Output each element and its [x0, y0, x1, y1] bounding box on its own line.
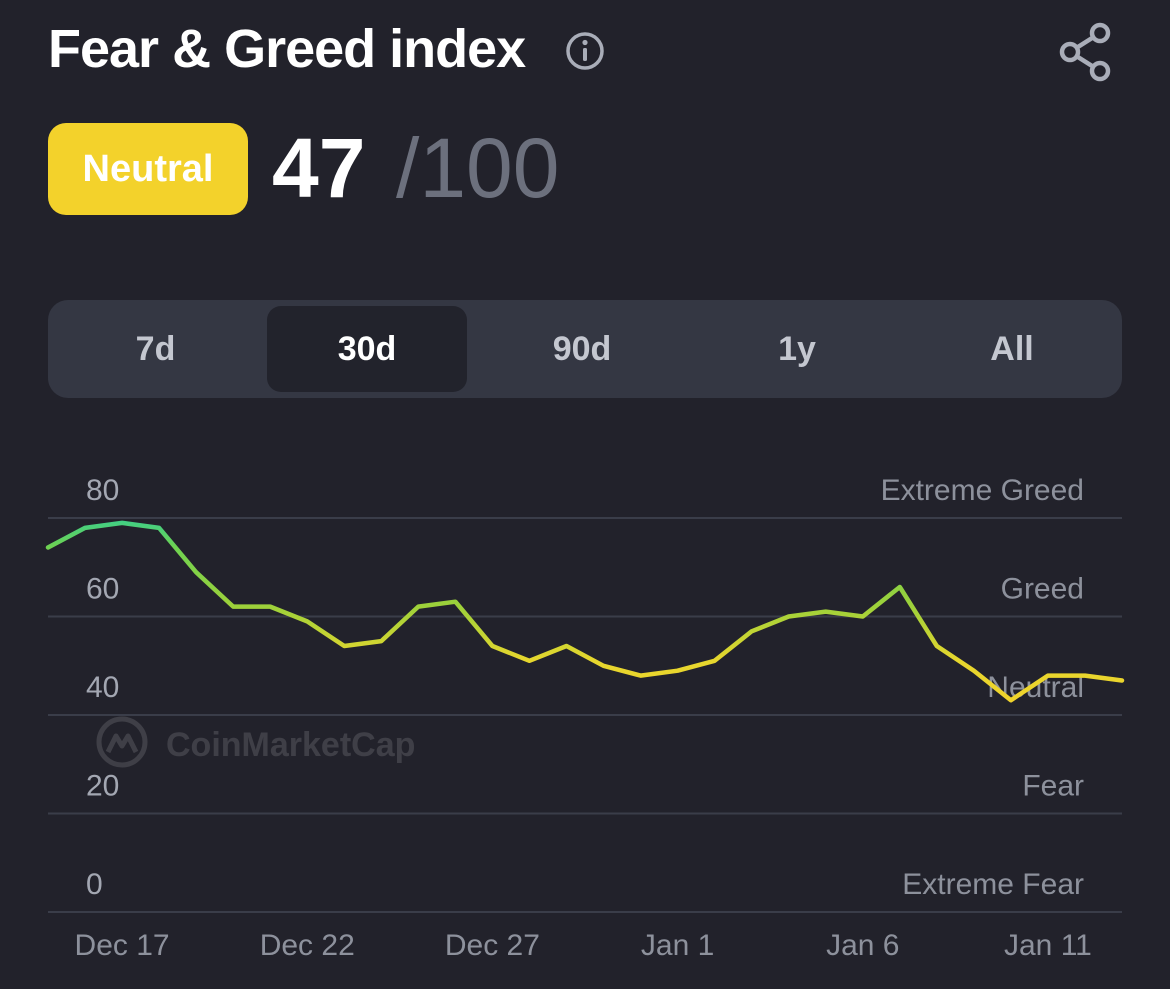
zone-label: Fear — [1022, 770, 1084, 803]
y-tick-label: 20 — [86, 770, 119, 803]
range-tabs: 7d 30d 90d 1y All — [48, 300, 1122, 398]
index-max: /100 — [396, 121, 560, 215]
y-tick-label: 40 — [86, 671, 119, 704]
x-tick-label: Dec 27 — [445, 929, 540, 962]
zone-label: Extreme Fear — [902, 868, 1084, 901]
tab-7d[interactable]: 7d — [135, 329, 176, 368]
tab-all[interactable]: All — [990, 329, 1034, 368]
info-circle-icon[interactable] — [564, 30, 606, 72]
status-badge: Neutral — [48, 123, 248, 215]
tab-1y[interactable]: 1y — [778, 329, 816, 368]
x-tick-label: Jan 1 — [641, 929, 714, 962]
zone-label: Extreme Greed — [881, 474, 1084, 507]
tab-30d[interactable]: 30d — [267, 306, 467, 392]
share-icon[interactable] — [1056, 20, 1116, 84]
x-tick-label: Jan 6 — [826, 929, 899, 962]
fear-greed-line-chart: CoinMarketCap 80 60 40 20 0 Extreme Greed Gre… — [45, 474, 1125, 962]
x-tick-label: Jan 11 — [1004, 929, 1092, 962]
page-title: Fear & Greed index — [48, 19, 526, 79]
watermark-text: CoinMarketCap — [166, 726, 415, 764]
tab-90d[interactable]: 90d — [552, 329, 612, 368]
y-tick-label: 80 — [86, 474, 119, 507]
series-line — [45, 520, 1125, 703]
coinmarketcap-watermark: CoinMarketCap — [96, 716, 415, 768]
x-tick-label: Dec 22 — [260, 929, 355, 962]
index-value: 47 — [272, 121, 366, 215]
x-tick-label: Dec 17 — [75, 929, 170, 962]
zone-label: Greed — [1001, 573, 1084, 606]
y-tick-label: 0 — [86, 868, 103, 901]
y-tick-label: 60 — [86, 573, 119, 606]
